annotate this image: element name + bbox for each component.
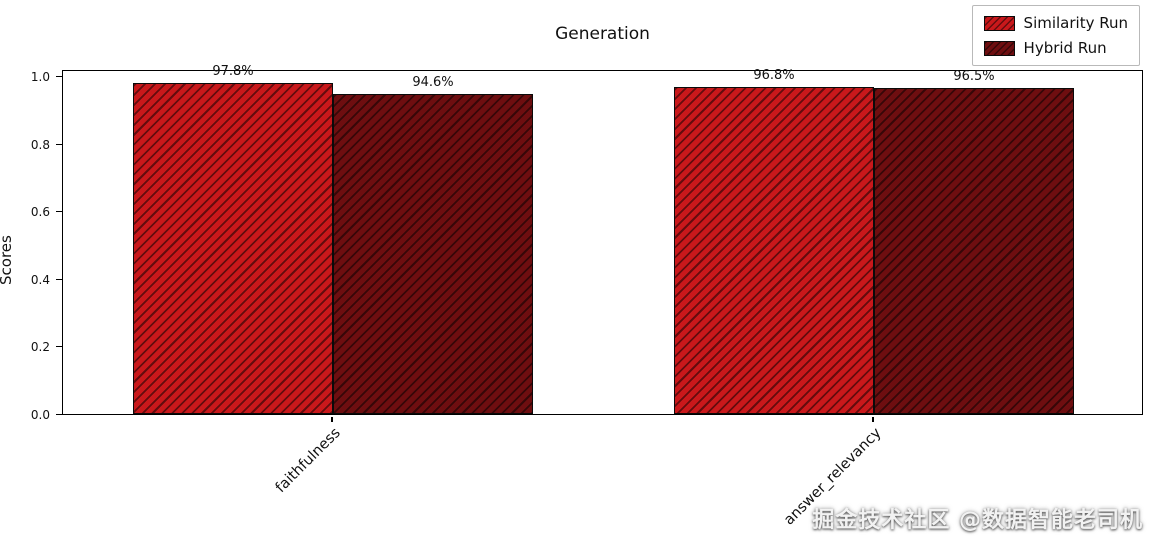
y-tick-mark [56, 210, 62, 212]
legend-label: Similarity Run [1023, 14, 1128, 32]
x-tick-mark [872, 416, 874, 422]
y-tick-mark [56, 345, 62, 347]
y-tick-label: 1.0 [30, 70, 50, 84]
bar-similarity-run-faithfulness [133, 83, 333, 414]
bar-value-label: 94.6% [412, 75, 454, 90]
legend: Similarity Run Hybrid Run [971, 5, 1140, 66]
legend-label: Hybrid Run [1023, 39, 1107, 57]
legend-item-hybrid-run: Hybrid Run [983, 39, 1128, 57]
x-tick-mark [331, 416, 333, 422]
y-tick-label: 0.0 [30, 408, 50, 422]
plot-area: 97.8% 94.6% 96.8% 96.5% [62, 64, 1143, 415]
y-tick-label: 0.4 [30, 273, 50, 287]
chart-title: Generation [555, 24, 650, 44]
bar-value-label: 97.8% [212, 64, 254, 79]
bar-hybrid-run-faithfulness [333, 94, 533, 414]
watermark-text: 掘金技术社区 @数据智能老司机 [812, 508, 1143, 533]
y-tick-label: 0.8 [30, 138, 50, 152]
bar-value-label: 96.5% [953, 69, 995, 84]
y-tick-label: 0.2 [30, 340, 50, 354]
x-axis-ticks: faithfulness answer_relevancy [62, 415, 1143, 545]
y-tick-mark [56, 143, 62, 145]
y-tick-label: 0.6 [30, 205, 50, 219]
x-tick-label: faithfulness [272, 425, 344, 497]
legend-swatch-hybrid-run [983, 40, 1015, 56]
bar-similarity-run-answer_relevancy [674, 87, 874, 414]
y-tick-mark [56, 413, 62, 415]
y-tick-mark [56, 278, 62, 280]
bar-value-label: 96.8% [753, 68, 795, 83]
bar-hybrid-run-answer_relevancy [874, 88, 1074, 414]
legend-swatch-similarity-run [983, 15, 1015, 31]
y-axis-ticks: 0.0 0.2 0.4 0.6 0.8 1.0 [0, 70, 62, 422]
y-tick-mark [56, 75, 62, 77]
legend-item-similarity-run: Similarity Run [983, 14, 1128, 32]
